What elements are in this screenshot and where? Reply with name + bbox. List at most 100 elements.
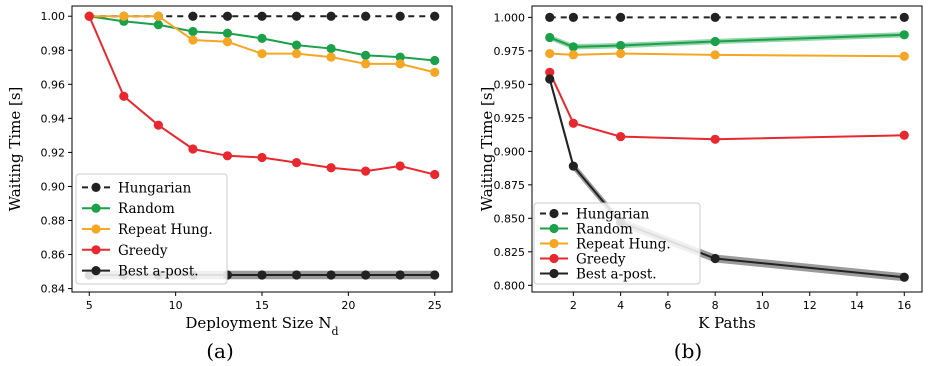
data-point — [222, 151, 233, 161]
data-point — [291, 40, 302, 50]
data-point — [395, 270, 405, 280]
x-axis-label-text: K Paths — [698, 314, 756, 332]
data-point — [188, 26, 198, 37]
data-point — [257, 11, 267, 21]
legend-marker — [91, 266, 101, 276]
data-point — [430, 55, 440, 66]
x-axis-label-subscript: d — [332, 325, 339, 338]
data-point — [545, 32, 555, 43]
y-tick-label: 0.800 — [494, 279, 526, 292]
data-point — [899, 272, 909, 282]
data-point — [899, 130, 909, 140]
y-tick-label: 0.92 — [41, 146, 66, 159]
data-point — [545, 12, 555, 22]
series-line — [548, 71, 905, 141]
data-point — [430, 11, 440, 21]
legend-label: Random — [118, 201, 175, 217]
data-point — [291, 11, 302, 21]
data-point — [616, 12, 626, 22]
y-tick-label: 0.925 — [494, 112, 526, 125]
x-tick-label: 20 — [341, 299, 355, 312]
series-hungarian — [545, 12, 909, 22]
x-tick-label: 16 — [897, 299, 911, 312]
data-point — [188, 35, 198, 45]
data-point — [430, 67, 440, 77]
y-tick-label: 0.825 — [494, 246, 526, 259]
y-tick-label: 0.96 — [41, 78, 66, 91]
legend-label: Hungarian — [118, 180, 192, 196]
series-greedy — [84, 11, 440, 180]
legend-label: Best a-post. — [118, 264, 199, 280]
data-point — [430, 169, 440, 180]
data-point — [710, 36, 720, 47]
legend-marker — [91, 245, 101, 255]
y-tick-label: 0.88 — [41, 215, 66, 228]
legend-label: Repeat Hung. — [576, 237, 671, 253]
data-point — [545, 74, 555, 84]
data-point — [899, 30, 909, 40]
chart-panel-a: 5 10 15 20 25 0.84 0.86 0.88 0.90 0.92 0.94 0.96 0.9… — [6, 5, 453, 363]
data-point — [222, 11, 233, 21]
legend-label: Hungarian — [576, 207, 650, 223]
data-point — [326, 52, 336, 62]
y-tick-label: 1.00 — [41, 10, 66, 23]
data-point — [710, 134, 720, 144]
plot-frame — [531, 5, 923, 293]
legend-label: Greedy — [118, 243, 168, 259]
data-point — [616, 132, 626, 142]
x-tick-label: 4 — [617, 299, 624, 312]
x-tick-label: 2 — [570, 299, 577, 312]
data-point — [430, 270, 440, 280]
data-point — [326, 163, 336, 173]
data-point — [395, 59, 405, 69]
data-point — [395, 11, 405, 21]
data-point — [568, 118, 578, 128]
data-point — [257, 152, 267, 163]
x-tick-label: 8 — [712, 299, 719, 312]
data-point — [257, 33, 267, 43]
series-line — [89, 15, 435, 74]
y-axis-label: Waiting Time [s] — [478, 87, 496, 212]
legend-marker — [549, 208, 559, 219]
data-point — [326, 43, 336, 54]
data-point — [545, 48, 555, 59]
data-point — [119, 11, 129, 21]
legend-marker — [549, 268, 559, 279]
data-point — [899, 51, 909, 61]
series-random — [545, 30, 909, 52]
legend-marker — [91, 182, 101, 192]
x-axis-label: K Paths — [698, 314, 756, 332]
data-point — [119, 91, 129, 101]
series-repeat-hung — [84, 11, 440, 77]
y-tick-label: 0.950 — [494, 78, 526, 91]
data-point — [84, 11, 94, 21]
data-point — [153, 11, 163, 21]
legend-marker — [91, 224, 101, 234]
x-tick-label: 25 — [428, 299, 442, 312]
legend-label: Greedy — [576, 252, 626, 268]
legend-marker — [91, 203, 101, 213]
chart-panel-b: 2 4 6 8 10 12 14 16 0.800 0.825 0.850 0.875 0.900 0.9… — [478, 5, 923, 363]
x-tick-label: 15 — [255, 299, 269, 312]
x-tick-label: 10 — [755, 299, 769, 312]
data-point — [616, 48, 626, 59]
y-tick-label: 0.90 — [41, 180, 66, 193]
y-tick-label: 0.850 — [494, 212, 526, 225]
panel-label: (a) — [206, 339, 234, 363]
x-tick-label: 12 — [803, 299, 817, 312]
data-point — [395, 161, 405, 171]
data-point — [188, 144, 198, 154]
legend-label: Random — [576, 222, 633, 238]
data-point — [188, 11, 198, 21]
x-tick-label: 6 — [664, 299, 671, 312]
data-point — [222, 37, 233, 47]
data-point — [361, 270, 371, 280]
data-point — [568, 12, 578, 22]
panel-label: (b) — [674, 339, 702, 363]
data-point — [361, 50, 371, 60]
legend-label: Best a-post. — [576, 267, 657, 283]
series-repeat-hung — [545, 48, 909, 61]
